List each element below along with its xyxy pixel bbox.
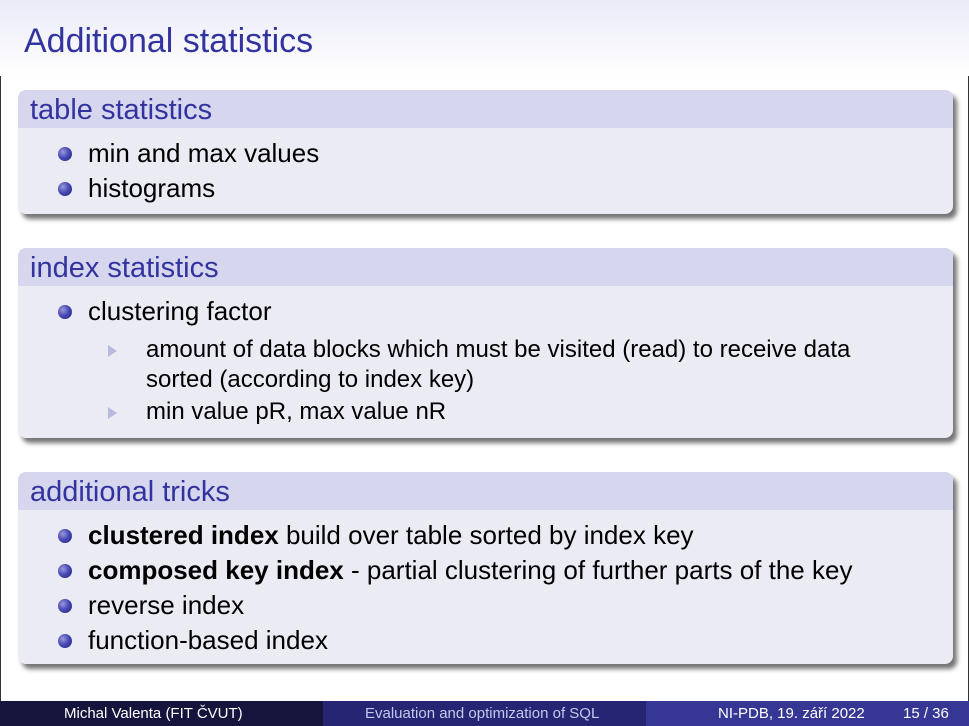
title-bar: Additional statistics xyxy=(0,0,969,76)
footer-topic: Evaluation and optimization of SQL xyxy=(323,701,646,726)
sub-list-item: amount of data blocks which must be visi… xyxy=(108,335,850,365)
list-item: clustered index build over table sorted … xyxy=(58,518,694,553)
index-statistics-block: index statistics clustering factor amoun… xyxy=(18,248,953,438)
triangle-bullet-icon xyxy=(108,345,117,357)
triangle-bullet-icon xyxy=(108,407,117,419)
list-item: min and max values xyxy=(58,136,319,171)
additional-tricks-block: additional tricks clustered index build … xyxy=(18,472,953,664)
page-number: 15 / 36 xyxy=(903,705,949,722)
footer-course: NI-PDB, 19. září 2022 15 / 36 xyxy=(646,701,969,726)
block-title: table statistics xyxy=(18,90,953,128)
list-item: composed key index - partial clustering … xyxy=(58,553,852,588)
footer: Michal Valenta (FIT ČVUT) Evaluation and… xyxy=(0,701,969,726)
table-statistics-block: table statistics min and max values hist… xyxy=(18,90,953,214)
ball-bullet-icon xyxy=(58,529,72,543)
ball-bullet-icon xyxy=(58,182,72,196)
ball-bullet-icon xyxy=(58,599,72,613)
ball-bullet-icon xyxy=(58,147,72,161)
footer-author: Michal Valenta (FIT ČVUT) xyxy=(0,701,323,726)
block-title: index statistics xyxy=(18,248,953,286)
sub-list-item: min value pR, max value nR xyxy=(108,397,446,427)
list-item: function-based index xyxy=(58,623,328,658)
course-date: NI-PDB, 19. září 2022 xyxy=(718,705,865,722)
ball-bullet-icon xyxy=(58,634,72,648)
ball-bullet-icon xyxy=(58,564,72,578)
list-item: reverse index xyxy=(58,588,244,623)
sub-list-item-continuation: sorted (according to index key) xyxy=(146,366,475,393)
list-item: histograms xyxy=(58,171,215,206)
list-item: clustering factor xyxy=(58,294,272,329)
block-title: additional tricks xyxy=(18,472,953,510)
slide-title: Additional statistics xyxy=(24,22,314,60)
ball-bullet-icon xyxy=(58,305,72,319)
